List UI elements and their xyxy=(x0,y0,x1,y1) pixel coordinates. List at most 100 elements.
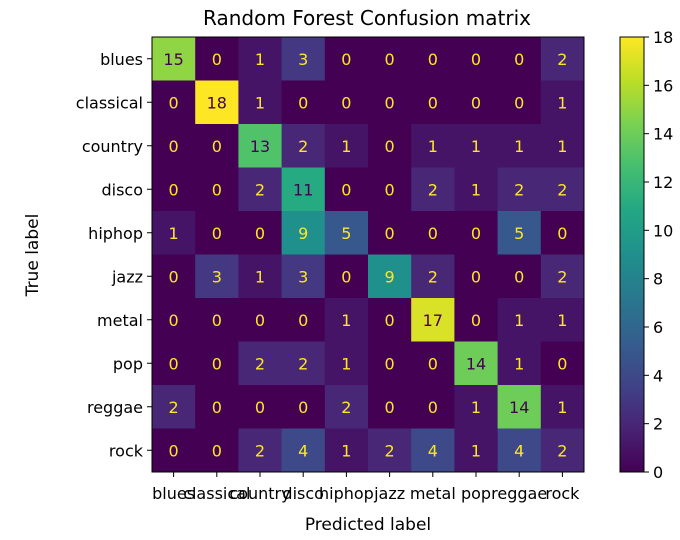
cell-value-label: 0 xyxy=(298,398,308,417)
cell-value-label: 0 xyxy=(428,398,438,417)
heatmap-cell xyxy=(540,37,585,81)
x-tick-label: disco xyxy=(282,484,324,503)
heatmap-cell xyxy=(454,167,499,212)
heatmap-cell xyxy=(540,428,585,473)
cell-value-label: 0 xyxy=(385,180,395,199)
heatmap-cell xyxy=(497,80,542,125)
heatmap-cell xyxy=(454,428,499,473)
cell-value-label: 0 xyxy=(169,311,179,330)
cell-value-label: 5 xyxy=(341,224,351,243)
heatmap-cell xyxy=(411,124,455,168)
colorbar xyxy=(619,36,645,473)
heatmap-cell xyxy=(497,341,542,386)
colorbar-tick-label: 2 xyxy=(653,415,663,434)
cell-value-label: 0 xyxy=(255,311,265,330)
heatmap-cell xyxy=(411,385,455,429)
heatmap-cell xyxy=(411,428,455,473)
cell-value-label: 3 xyxy=(212,267,222,286)
cell-value-label: 0 xyxy=(557,224,567,243)
cell-value-label: 2 xyxy=(298,137,308,156)
heatmap-cell xyxy=(152,167,196,212)
cell-value-label: 0 xyxy=(169,441,179,460)
heatmap-cell xyxy=(324,80,369,125)
colorbar-tick-label: 16 xyxy=(653,76,673,95)
heatmap-cell xyxy=(454,80,499,125)
cell-value-label: 0 xyxy=(298,93,308,112)
cell-value-label: 9 xyxy=(385,267,395,286)
heatmap-cell xyxy=(281,298,326,342)
cell-value-label: 0 xyxy=(212,354,222,373)
colorbar-ticks: 0 2 4 6 8 10 12 14 16 18 xyxy=(644,28,673,482)
heatmap-cell xyxy=(195,80,239,125)
heatmap-cell xyxy=(152,124,196,168)
heatmap-cell xyxy=(497,167,542,212)
cell-value-label: 1 xyxy=(255,93,265,112)
cell-value-label: 0 xyxy=(169,267,179,286)
x-tick-label: country xyxy=(229,484,290,503)
cell-value-label: 0 xyxy=(514,267,524,286)
heatmap-cell xyxy=(540,298,585,342)
heatmap-cell xyxy=(195,254,239,299)
heatmap-cell xyxy=(454,298,499,342)
heatmap-cell xyxy=(324,124,369,168)
heatmap-cell xyxy=(152,385,196,429)
cell-value-label: 0 xyxy=(212,137,222,156)
heatmap-cell xyxy=(454,211,499,255)
heatmap-cell xyxy=(497,428,542,473)
heatmap-cell xyxy=(454,385,499,429)
x-tick-label: rock xyxy=(545,484,580,503)
heatmap-cell xyxy=(238,341,283,386)
cell-value-label: 1 xyxy=(255,267,265,286)
y-axis-label: True label xyxy=(23,214,43,298)
heatmap-cell xyxy=(238,80,283,125)
heatmap-cell xyxy=(195,298,239,342)
cell-value-label: 2 xyxy=(428,180,438,199)
heatmap-cell xyxy=(368,124,412,168)
heatmap-cell xyxy=(195,124,239,168)
heatmap-cell xyxy=(195,385,239,429)
cell-value-label: 2 xyxy=(428,267,438,286)
heatmap-cell xyxy=(238,211,283,255)
x-tick-label: reggae xyxy=(491,484,547,503)
heatmap-cell xyxy=(497,298,542,342)
y-tick-label: metal xyxy=(97,311,143,330)
cell-value-label: 0 xyxy=(169,180,179,199)
cell-value-label: 0 xyxy=(169,93,179,112)
cell-value-label: 2 xyxy=(298,354,308,373)
heatmap-cell xyxy=(540,124,585,168)
cell-value-label: 0 xyxy=(298,311,308,330)
heatmap-cell xyxy=(411,341,455,386)
cell-value-label: 0 xyxy=(557,354,567,373)
x-tick-label: hiphop xyxy=(319,484,374,503)
cell-value-label: 0 xyxy=(471,93,481,112)
cell-value-label: 18 xyxy=(207,93,227,112)
heatmap-cell xyxy=(540,167,585,212)
heatmap-cell xyxy=(368,385,412,429)
heatmap-cell xyxy=(411,37,455,81)
cell-value-label: 0 xyxy=(428,224,438,243)
cell-value-label: 0 xyxy=(428,354,438,373)
heatmap-cell xyxy=(411,298,455,342)
heatmap-cells xyxy=(152,37,585,473)
cell-value-label: 1 xyxy=(514,354,524,373)
cell-value-label: 0 xyxy=(341,50,351,69)
heatmap-cell xyxy=(281,211,326,255)
y-tick-label: jazz xyxy=(111,267,143,286)
cell-value-label: 4 xyxy=(514,441,524,460)
heatmap-cell xyxy=(324,167,369,212)
heatmap-cell xyxy=(281,124,326,168)
y-tick-label: hiphop xyxy=(88,224,143,243)
cell-value-label: 0 xyxy=(385,93,395,112)
colorbar-tick-label: 4 xyxy=(653,366,663,385)
heatmap-cell xyxy=(152,80,196,125)
heatmap-cell xyxy=(454,124,499,168)
heatmap-cell xyxy=(152,254,196,299)
cell-value-label: 3 xyxy=(298,267,308,286)
heatmap-cell xyxy=(324,211,369,255)
cell-value-label: 0 xyxy=(341,93,351,112)
cell-value-label: 0 xyxy=(471,224,481,243)
cell-value-label: 0 xyxy=(212,50,222,69)
x-tick-label: jazz xyxy=(373,484,405,503)
